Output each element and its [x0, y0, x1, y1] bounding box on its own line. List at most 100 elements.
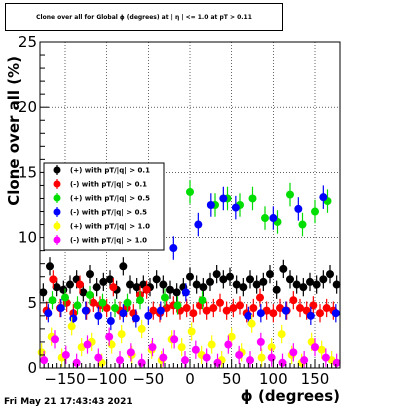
data-point [189, 309, 198, 318]
data-point [229, 304, 238, 313]
data-point [226, 272, 234, 281]
data-point [207, 340, 216, 349]
data-point [236, 301, 244, 310]
data-point [86, 270, 94, 279]
data-point [248, 194, 257, 203]
axis-ticks: −150 −100 −50 0 50 100 150 0 5 10 15 20 25 [18, 33, 337, 388]
data-point [83, 340, 92, 349]
data-point [144, 311, 153, 320]
data-point [172, 288, 181, 297]
legend-marker [53, 222, 61, 230]
data-point [289, 348, 298, 357]
data-point [94, 353, 103, 362]
x-tick-label: 150 [301, 370, 330, 388]
data-point [131, 314, 140, 323]
data-point [149, 306, 158, 315]
x-tick-label: 50 [222, 370, 241, 388]
data-point [98, 298, 107, 307]
data-point [105, 332, 114, 341]
data-point [246, 275, 254, 284]
data-point [126, 348, 135, 357]
x-tick-label: −100 [86, 370, 127, 388]
data-point [278, 358, 287, 367]
series-1 [39, 257, 341, 302]
data-point [257, 353, 266, 362]
data-point [61, 293, 69, 302]
data-point [136, 296, 144, 305]
data-point [319, 275, 328, 284]
data-point [317, 345, 326, 354]
data-point [326, 270, 334, 279]
data-point [52, 283, 61, 292]
data-point [292, 280, 301, 289]
y-axis-title: Clone over all (%) [5, 56, 23, 206]
data-point [306, 277, 314, 286]
data-point [81, 306, 90, 315]
data-point [166, 285, 174, 294]
chart-title-box: Clone over all for Global ϕ (degrees) at… [5, 3, 283, 31]
data-point [227, 332, 236, 341]
data-point [252, 280, 261, 289]
legend-label: (+) with pT/|q| > 1.0 [70, 223, 150, 232]
data-point [123, 298, 132, 307]
data-point [224, 340, 233, 349]
data-point [59, 285, 68, 294]
data-point [316, 309, 324, 318]
data-point [109, 283, 118, 292]
data-point [191, 345, 200, 354]
data-point [187, 327, 196, 336]
data-point [86, 290, 94, 299]
data-point [89, 298, 98, 307]
data-point [289, 296, 298, 305]
data-point [202, 353, 211, 362]
data-point [51, 335, 59, 344]
data-point [177, 343, 186, 352]
data-point [48, 296, 57, 305]
data-point [294, 204, 303, 213]
data-point [246, 356, 254, 365]
legend-label: (+) with pT/|q| > 0.1 [70, 167, 150, 176]
y-tick-label: 5 [27, 294, 37, 312]
data-point [181, 288, 190, 297]
x-tick-label: 0 [185, 370, 195, 388]
legend-marker [53, 180, 61, 188]
legend-label: (-) with pT/|q| > 0.5 [70, 209, 147, 218]
data-point [209, 304, 218, 313]
data-point [299, 283, 308, 292]
data-point [235, 350, 244, 359]
data-point [106, 275, 114, 284]
data-point [286, 275, 294, 284]
data-point [202, 306, 211, 315]
data-point [76, 280, 84, 289]
x-tick-label: 100 [259, 370, 288, 388]
data-point [173, 301, 182, 310]
y-tick-label: 0 [27, 359, 37, 377]
data-point [231, 203, 240, 212]
data-point [94, 311, 103, 320]
data-point [192, 280, 201, 289]
data-point [199, 283, 208, 292]
data-point [267, 343, 276, 352]
data-point [319, 193, 328, 202]
data-point [106, 317, 115, 326]
data-point [79, 288, 88, 297]
data-point [116, 356, 124, 365]
data-point [219, 275, 228, 284]
data-point [148, 343, 157, 352]
legend-label: (-) with pT/|q| > 0.1 [70, 181, 147, 190]
data-point [249, 304, 258, 313]
data-point [198, 296, 207, 305]
legend-marker [53, 236, 61, 244]
data-point [256, 337, 265, 346]
data-point [73, 301, 82, 310]
legend-label: (+) with pT/|q| > 0.5 [70, 195, 150, 204]
data-point [99, 277, 108, 286]
x-tick-label: −50 [133, 370, 165, 388]
legend: (+) with pT/|q| > 0.1 (-) with pT/|q| > 0… [43, 162, 165, 251]
data-point [279, 264, 288, 273]
data-point [332, 358, 341, 367]
data-point [296, 304, 304, 313]
data-point [69, 314, 78, 323]
data-point [261, 214, 269, 223]
